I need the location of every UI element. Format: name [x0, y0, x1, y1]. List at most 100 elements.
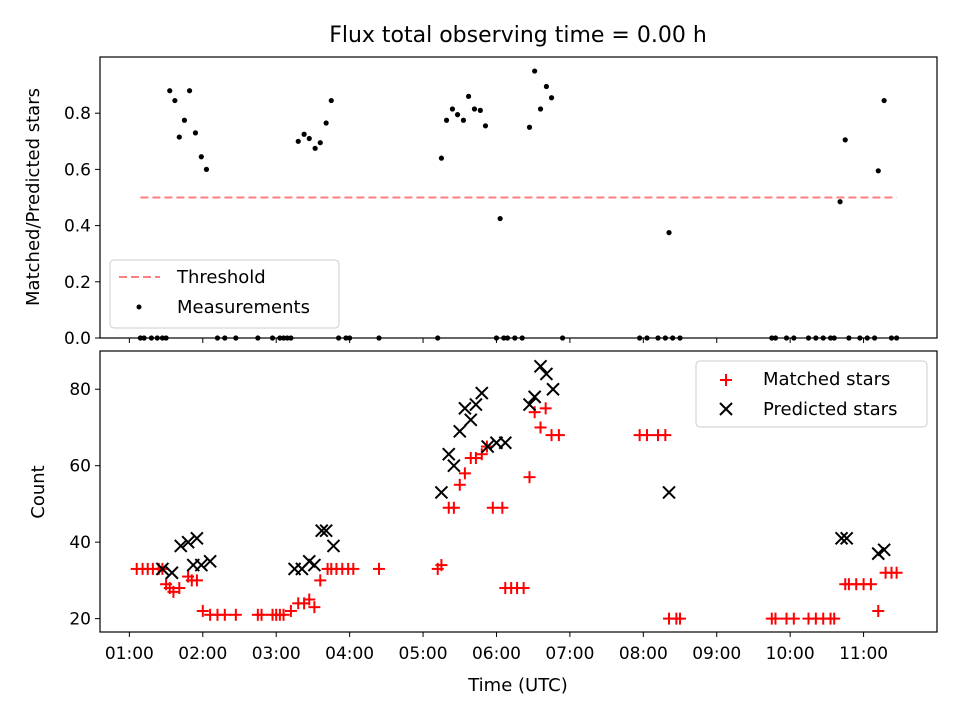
measurement-point — [820, 335, 826, 341]
predicted-star-point — [174, 539, 188, 553]
legend-matched-swatch — [720, 374, 732, 386]
measurement-point — [167, 88, 173, 94]
measurement-point — [323, 120, 329, 126]
measurement-point — [465, 93, 472, 99]
matched-star-point — [284, 604, 297, 617]
top-panel: 0.00.20.40.60.8 Matched/Predicted stars … — [23, 56, 938, 349]
bottom-legend: Matched stars Predicted stars — [695, 360, 928, 428]
measurement-point — [857, 335, 863, 341]
bottom-xtick-label: 06:00 — [472, 644, 521, 664]
top-ytick-label: 0.4 — [64, 217, 91, 237]
matched-star-point — [496, 501, 509, 514]
measurement-point — [831, 335, 837, 341]
measurement-point — [769, 335, 775, 341]
measurement-point — [677, 335, 683, 341]
bottom-legend-box — [695, 360, 928, 428]
matched-star-point — [173, 582, 186, 595]
legend-measurements-swatch — [136, 304, 142, 310]
bottom-xtick-label: 09:00 — [692, 644, 741, 664]
bottom-marks — [130, 359, 903, 625]
predicted-star-point — [434, 485, 449, 500]
predicted-star-point — [315, 523, 329, 538]
measurement-point — [837, 199, 843, 205]
measurement-point — [805, 335, 812, 341]
measurement-point — [336, 335, 342, 341]
matched-star-point — [277, 608, 290, 621]
measurement-point — [376, 335, 382, 341]
measurement-point — [137, 335, 143, 341]
matched-star-point — [828, 612, 841, 625]
matched-star-point — [787, 612, 800, 625]
matched-star-point — [523, 471, 536, 484]
measurement-point — [791, 335, 797, 341]
bottom-xtick-label: 03:00 — [252, 644, 301, 664]
measurement-point — [317, 140, 323, 146]
predicted-star-point — [662, 485, 676, 500]
predicted-star-point — [533, 359, 548, 373]
measurement-point — [288, 335, 294, 341]
predicted-star-point — [458, 401, 472, 416]
measurement-point — [504, 335, 511, 341]
top-ylabel: Matched/Predicted stars — [23, 88, 44, 306]
measurement-point — [783, 335, 790, 341]
bottom-xtick-label: 11:00 — [839, 644, 888, 664]
measurement-point — [537, 106, 544, 112]
measurement-point — [172, 97, 178, 104]
measurement-point — [269, 335, 276, 341]
measurement-point — [864, 335, 870, 341]
measurement-point — [662, 335, 668, 341]
predicted-star-point — [527, 390, 542, 404]
measurement-point — [280, 335, 287, 341]
matched-star-point — [314, 574, 327, 587]
predicted-star-point — [546, 382, 560, 396]
legend-predicted-swatch — [719, 402, 733, 416]
matched-star-point — [769, 612, 782, 625]
bottom-xtick-label: 08:00 — [619, 644, 668, 664]
predicted-star-point — [194, 558, 209, 572]
bottom-xtick-label: 04:00 — [325, 644, 374, 664]
measurement-point — [501, 335, 507, 341]
measurement-point — [477, 107, 483, 113]
measurement-point — [295, 138, 301, 144]
measurement-point — [306, 135, 312, 142]
measurement-point — [163, 335, 169, 341]
predicted-star-point — [155, 562, 170, 576]
measurement-point — [438, 155, 445, 161]
measurement-point — [460, 117, 467, 123]
measurement-point — [192, 130, 199, 136]
measurement-point — [443, 117, 450, 123]
predicted-star-point — [464, 413, 478, 427]
measurement-point — [181, 117, 188, 123]
measurement-point — [497, 215, 503, 222]
predicted-star-point — [203, 554, 217, 568]
measurement-point — [644, 335, 650, 341]
bottom-xtick-label: 07:00 — [545, 644, 594, 664]
measurement-point — [203, 166, 210, 172]
top-marks — [137, 68, 900, 341]
measurement-point — [312, 145, 318, 151]
bottom-xtick-label: 10:00 — [766, 644, 815, 664]
predicted-star-point — [319, 523, 333, 538]
bottom-xtick-label: 05:00 — [399, 644, 448, 664]
top-ytick-label: 0.0 — [64, 329, 91, 349]
matched-star-point — [534, 421, 547, 434]
matched-star-point — [435, 559, 448, 572]
measurement-point — [176, 134, 182, 140]
measurement-point — [301, 131, 307, 137]
measurement-point — [284, 335, 290, 341]
predicted-star-point — [190, 531, 204, 546]
top-ytick-label: 0.2 — [64, 273, 91, 293]
bottom-ytick-label: 80 — [69, 380, 91, 400]
measurement-point — [827, 335, 834, 341]
bottom-xtick-label: 02:00 — [178, 644, 227, 664]
matched-star-point — [373, 562, 385, 575]
predicted-star-point — [453, 424, 467, 438]
predicted-star-point — [181, 535, 195, 549]
legend-matched-label: Matched stars — [763, 369, 890, 390]
matched-star-point — [229, 608, 242, 621]
top-legend: Threshold Measurements — [109, 259, 340, 329]
measurement-point — [559, 335, 566, 341]
bottom-plot-frame — [99, 350, 938, 633]
legend-threshold-label: Threshold — [176, 267, 266, 288]
